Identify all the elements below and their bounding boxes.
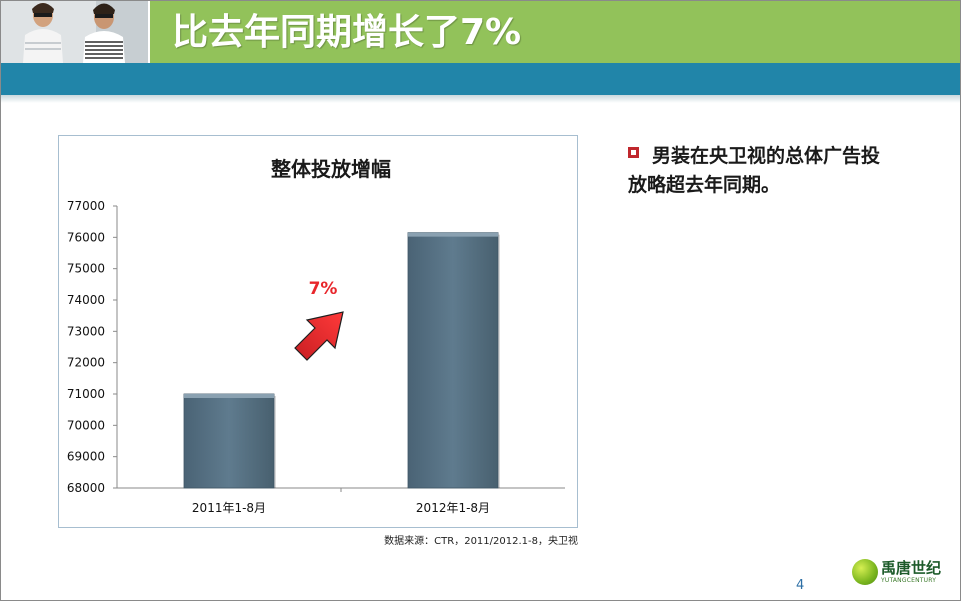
title-band: [150, 1, 960, 63]
bar-top-highlight: [408, 232, 498, 237]
slide-title: 比去年同期增长了7%: [172, 12, 522, 53]
y-tick-label: 69000: [67, 450, 105, 464]
y-tick-label: 70000: [67, 418, 105, 432]
y-tick-label: 74000: [67, 293, 105, 307]
y-tick-label: 75000: [67, 262, 105, 276]
logo-name: 禹唐世纪: [881, 559, 942, 577]
source-note: 数据来源：CTR，2011/2012.1-8，央卫视: [384, 536, 578, 547]
bar: [407, 232, 499, 489]
y-tick-label: 68000: [67, 481, 105, 495]
bullet-block: 男装在央卫视的总体广告投放略超去年同期。: [628, 142, 898, 200]
y-tick-label: 72000: [67, 356, 105, 370]
x-tick-label: 2011年1-8月: [192, 501, 266, 515]
bar: [183, 393, 275, 489]
bullet-text: 男装在央卫视的总体广告投放略超去年同期。: [628, 145, 881, 196]
bar-chart: 整体投放增幅 68000 69000 70000 71000 72000 73000 7400…: [67, 157, 565, 515]
y-tick-label: 76000: [67, 230, 105, 244]
header-photo: [1, 1, 148, 63]
company-logo: 禹唐世纪 YUTANGCENTURY: [852, 556, 948, 592]
chart-container: 整体投放增幅 68000 69000 70000 71000 72000 73000 7400…: [58, 135, 578, 528]
growth-label: 7%: [309, 279, 338, 299]
bar-top-highlight: [184, 394, 274, 398]
y-tick-label: 77000: [67, 199, 105, 213]
square-bullet-icon: [628, 147, 639, 158]
growth-arrow-icon: [294, 311, 344, 361]
header-bar-shadow: [1, 95, 960, 103]
x-tick-label: 2012年1-8月: [416, 501, 490, 515]
page-number: 4: [796, 578, 805, 593]
y-tick-label: 71000: [67, 387, 105, 401]
y-tick-label: 73000: [67, 324, 105, 338]
header-bar: [1, 63, 960, 95]
chart-title: 整体投放增幅: [270, 157, 391, 181]
logo-subtitle: YUTANGCENTURY: [881, 577, 937, 584]
logo-ball-icon: [852, 559, 878, 585]
